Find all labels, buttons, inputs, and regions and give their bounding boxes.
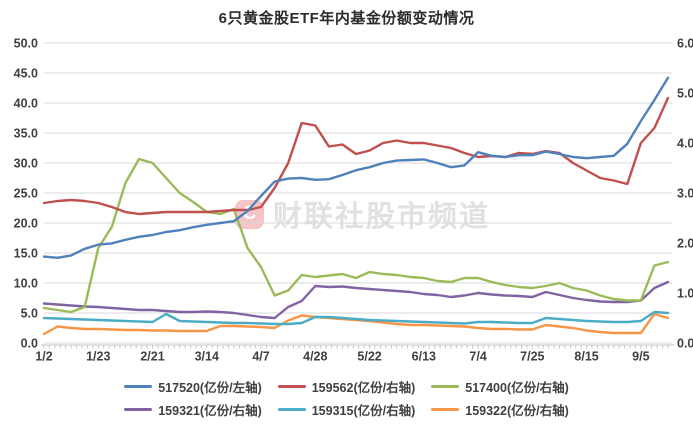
- x-axis-label: 5/22: [357, 350, 381, 364]
- legend-item-159562: 159562(亿份/右轴): [277, 377, 416, 396]
- series-line-159321: [42, 280, 670, 320]
- x-axis-label: 3/14: [195, 350, 219, 364]
- legend-swatch-green: [431, 384, 460, 389]
- left-axis-tick-label: 45.0: [14, 67, 38, 81]
- legend-row-2: 159321(亿份/右轴) 159315(亿份/右轴) 159322(亿份/右轴…: [0, 400, 693, 419]
- series-line-159562: [42, 96, 670, 216]
- legend-swatch-red: [277, 384, 306, 389]
- x-axis-label: 1/2: [35, 350, 52, 364]
- series-line-517520: [42, 76, 670, 259]
- right-axis-tick-label: 1.0: [677, 287, 693, 301]
- right-axis-tick-label: 4.0: [677, 137, 693, 151]
- legend-label: 159321(亿份/右轴): [158, 404, 262, 418]
- legend-label: 517400(亿份/右轴): [465, 381, 569, 395]
- x-axis-label: 8/15: [574, 350, 598, 364]
- chart-title: 6只黄金股ETF年内基金份额变动情况: [218, 10, 475, 27]
- x-axis-label: 4/7: [252, 350, 269, 364]
- x-axis-label: 7/4: [469, 350, 486, 364]
- x-axis-label: 7/25: [520, 350, 544, 364]
- left-axis-tick-label: 20.0: [14, 217, 38, 231]
- legend-row-1: 517520(亿份/左轴) 159562(亿份/右轴) 517400(亿份/右轴…: [0, 377, 693, 396]
- x-axis-label: 4/28: [303, 350, 327, 364]
- legend-swatch-orange: [431, 407, 460, 412]
- right-axis-tick-label: 3.0: [677, 187, 693, 201]
- right-axis-tick-label: 2.0: [677, 237, 693, 251]
- x-axis-label: 6/13: [412, 350, 436, 364]
- left-axis-tick-label: 10.0: [14, 277, 38, 291]
- legend-item-517400: 517400(亿份/右轴): [431, 377, 569, 396]
- watermark-text: 财联社股市频道: [273, 201, 491, 233]
- legend-swatch-purple: [124, 407, 153, 412]
- series-line-159315: [42, 310, 670, 326]
- left-axis-tick-label: 35.0: [14, 127, 38, 141]
- legend-label: 159562(亿份/右轴): [311, 381, 416, 395]
- legend-item-517520: 517520(亿份/左轴): [124, 377, 262, 396]
- left-axis-tick-label: 25.0: [14, 187, 38, 201]
- left-axis-tick-label: 0.0: [21, 337, 38, 351]
- x-axis-label: 2/21: [140, 350, 164, 364]
- left-axis-tick-label: 15.0: [14, 247, 38, 261]
- x-axis-label: 9/5: [632, 350, 649, 364]
- left-axis-tick-label: 50.0: [14, 37, 38, 51]
- right-axis-tick-label: 5.0: [677, 87, 693, 101]
- chart-legend: 517520(亿份/左轴) 159562(亿份/右轴) 517400(亿份/右轴…: [0, 377, 693, 419]
- x-axis-label: 1/23: [86, 350, 110, 364]
- legend-item-159321: 159321(亿份/右轴): [124, 400, 262, 419]
- legend-swatch-teal: [277, 407, 306, 412]
- legend-label: 159322(亿份/右轴): [465, 404, 569, 418]
- legend-label: 517520(亿份/左轴): [158, 381, 262, 395]
- right-axis-tick-label: 0.0: [677, 337, 693, 351]
- legend-item-159322: 159322(亿份/右轴): [431, 400, 569, 419]
- legend-label: 159315(亿份/右轴): [311, 404, 416, 418]
- right-axis-tick-label: 6.0: [677, 37, 693, 51]
- left-axis-tick-label: 5.0: [21, 307, 38, 321]
- series-line-159322: [42, 312, 670, 336]
- series-line-517400: [42, 157, 670, 314]
- left-axis-tick-label: 40.0: [14, 97, 38, 111]
- legend-swatch-blue: [124, 384, 153, 389]
- legend-item-159315: 159315(亿份/右轴): [277, 400, 416, 419]
- left-axis-tick-label: 30.0: [14, 157, 38, 171]
